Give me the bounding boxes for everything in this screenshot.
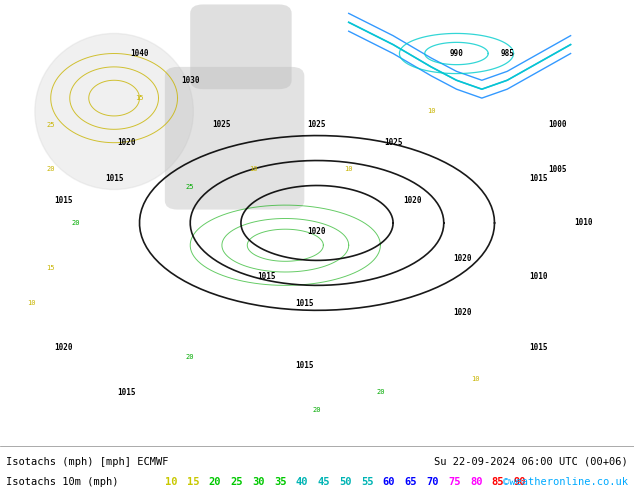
Text: 10: 10 [27, 300, 36, 306]
Text: 20: 20 [313, 407, 321, 413]
Text: 1015: 1015 [54, 196, 73, 205]
Text: 1015: 1015 [529, 343, 548, 352]
Text: 1005: 1005 [548, 165, 567, 174]
Text: 1030: 1030 [181, 76, 200, 85]
Text: 1025: 1025 [212, 121, 231, 129]
Text: 1020: 1020 [117, 138, 136, 147]
Text: 1000: 1000 [548, 121, 567, 129]
Text: 1020: 1020 [54, 343, 73, 352]
Text: 1015: 1015 [105, 174, 124, 183]
Text: 75: 75 [448, 477, 461, 487]
Text: 20: 20 [186, 354, 195, 360]
Text: 20: 20 [209, 477, 221, 487]
Text: 25: 25 [46, 122, 55, 128]
Text: 1015: 1015 [295, 299, 314, 308]
Text: 1010: 1010 [529, 272, 548, 281]
Text: 1015: 1015 [257, 272, 276, 281]
Text: 1020: 1020 [403, 196, 422, 205]
Text: 10: 10 [165, 477, 178, 487]
Text: 1020: 1020 [307, 227, 327, 236]
Text: 35: 35 [274, 477, 287, 487]
Text: 1025: 1025 [384, 138, 403, 147]
Text: 10: 10 [427, 108, 436, 115]
FancyBboxPatch shape [190, 4, 292, 89]
Text: Isotachs (mph) [mph] ECMWF: Isotachs (mph) [mph] ECMWF [6, 457, 169, 467]
Text: 60: 60 [383, 477, 396, 487]
Text: 25: 25 [186, 184, 195, 190]
Text: 50: 50 [339, 477, 352, 487]
Text: 45: 45 [318, 477, 330, 487]
FancyBboxPatch shape [165, 67, 304, 210]
Text: 10: 10 [471, 376, 480, 382]
Text: 90: 90 [514, 477, 526, 487]
Text: 25: 25 [230, 477, 243, 487]
Text: 55: 55 [361, 477, 373, 487]
Text: 20: 20 [376, 390, 385, 395]
Text: 10: 10 [249, 167, 258, 172]
Text: Isotachs 10m (mph): Isotachs 10m (mph) [6, 477, 119, 487]
Text: 15: 15 [135, 95, 144, 101]
Text: 20: 20 [46, 167, 55, 172]
Text: 15: 15 [187, 477, 199, 487]
Text: 985: 985 [500, 49, 514, 58]
Text: 40: 40 [295, 477, 308, 487]
Text: 15: 15 [46, 265, 55, 270]
Text: 65: 65 [404, 477, 417, 487]
Text: 990: 990 [450, 49, 463, 58]
Text: 1040: 1040 [130, 49, 149, 58]
Text: 1025: 1025 [307, 121, 327, 129]
Text: 80: 80 [470, 477, 482, 487]
Text: 10: 10 [344, 167, 353, 172]
Text: Su 22-09-2024 06:00 UTC (00+06): Su 22-09-2024 06:00 UTC (00+06) [434, 457, 628, 467]
Text: 1020: 1020 [453, 254, 472, 263]
Text: 1020: 1020 [453, 308, 472, 317]
Ellipse shape [35, 33, 193, 190]
Text: 20: 20 [72, 220, 81, 226]
Text: 1010: 1010 [574, 219, 593, 227]
Text: 1015: 1015 [295, 361, 314, 370]
Text: 85: 85 [492, 477, 504, 487]
Text: 70: 70 [427, 477, 439, 487]
Text: 30: 30 [252, 477, 264, 487]
Text: 1015: 1015 [117, 388, 136, 397]
Text: 1015: 1015 [529, 174, 548, 183]
Text: ©weatheronline.co.uk: ©weatheronline.co.uk [503, 477, 628, 487]
